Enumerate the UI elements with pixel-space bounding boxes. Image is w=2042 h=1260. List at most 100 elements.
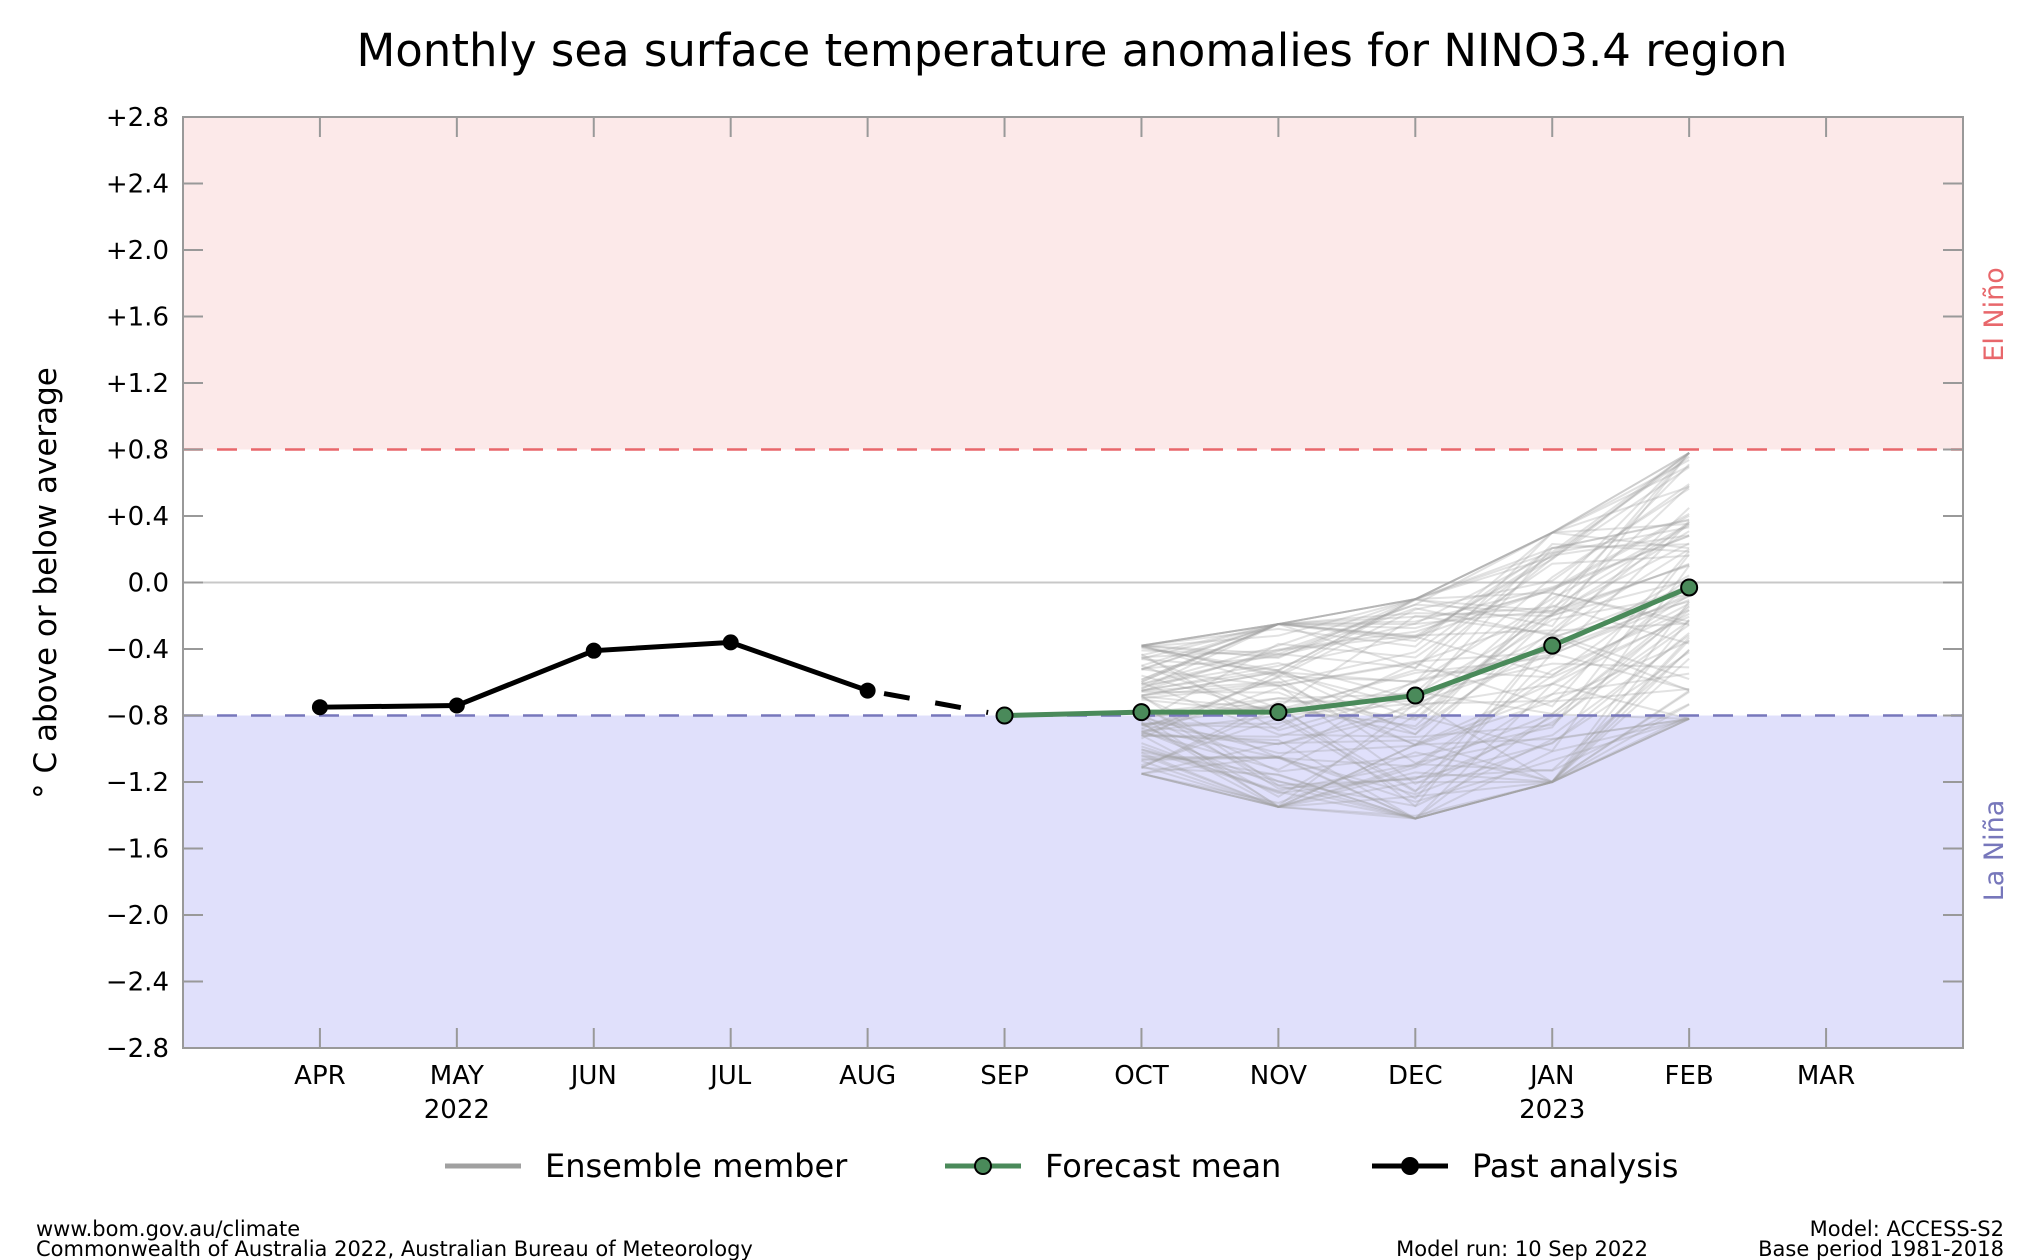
y-tick-label: +2.0 [106,236,169,266]
x-tick-label: DEC [1388,1061,1443,1091]
ensemble-member-line [1141,634,1690,765]
ensemble-member-line [1141,602,1690,692]
x-tick-label: OCT [1114,1061,1169,1091]
ensemble-member-line [1141,553,1690,773]
ensemble-member-line [1141,452,1690,672]
ensemble-member-line [1141,592,1690,746]
forecast-mean-point [1680,578,1699,597]
footer-model: Model: ACCESS-S2 [1810,1217,2004,1241]
past-analysis-point [448,697,465,714]
x-tick-label: MAR [1797,1061,1855,1091]
legend-label: Past analysis [1472,1147,1678,1185]
x-tick-label: FEB [1665,1061,1714,1091]
year-label: 2023 [1519,1095,1585,1125]
ensemble-member-line [1141,594,1690,746]
ensemble-member-line [1141,563,1690,727]
ensemble-member-line [1141,514,1690,683]
past-to-forecast-connector [883,691,989,715]
forecast-mean-point [995,706,1014,725]
ensemble-member-line [1141,452,1690,690]
year-label: 2022 [424,1095,490,1125]
ensemble-member-line [1141,672,1690,809]
ensemble-member-line [1141,524,1690,667]
ensemble-member-line [1141,451,1690,686]
ensemble-member-line [1141,451,1690,672]
footer-url: www.bom.gov.au/climate [36,1217,300,1241]
ensemble-member-line [1141,717,1690,820]
footer-model-run: Model run: 10 Sep 2022 [1396,1237,1648,1260]
ensemble-member-line [1141,636,1690,805]
y-tick-label: +2.4 [106,170,169,200]
ensemble-member-line [1141,513,1690,692]
ensemble-member-line [1141,623,1690,785]
legend-label: Ensemble member [545,1147,848,1185]
footer-base-period: Base period 1981-2018 [1758,1237,2004,1260]
ensemble-member-line [1141,534,1690,647]
ensemble-member-line [1141,657,1690,808]
ensemble-member-line [1141,486,1690,647]
ensemble-member-line [1141,609,1690,808]
ensemble-member-line [1141,531,1690,671]
ensemble-member-line [1141,691,1690,820]
ensemble-member-line [1141,687,1690,755]
el-nino-region [183,117,1963,450]
el-nino-label: El Niño [1979,267,2010,361]
ensemble-member-line [1141,604,1690,720]
y-tick-label: 0.0 [128,569,169,599]
y-tick-label: −2.0 [106,901,169,931]
ensemble-member-line [1141,483,1690,678]
forecast-mean-point [1406,686,1425,705]
ensemble-member-line [1141,452,1690,660]
past-analysis-point [585,642,602,659]
x-tick-label: AUG [839,1061,896,1091]
ensemble-member-line [1141,507,1690,670]
ensemble-member-line [1141,463,1690,728]
y-tick-label: +1.2 [106,369,169,399]
ensemble-member-line [1141,717,1690,820]
la-nina-label: La Niña [1979,800,2010,902]
ensemble-member-line [1141,518,1690,660]
ensemble-member-line [1141,459,1690,669]
ensemble-member-line [1140,632,1690,790]
y-tick-label: −2.4 [106,968,169,998]
ensemble-member-line [1141,717,1690,820]
y-tick-label: −1.2 [106,768,169,798]
ensemble-member-line [1140,584,1690,787]
la-nina-region [183,715,1963,1048]
x-tick-label: JUN [569,1061,617,1091]
ensemble-member-line [1141,593,1690,740]
x-tick-label: MAY [430,1061,484,1091]
ensemble-member-line [1141,456,1690,697]
ensemble-member-line [1141,649,1690,795]
forecast-mean-point [1269,703,1288,722]
ensemble-member-line [1141,703,1690,808]
ensemble-member-line [1141,584,1690,736]
ensemble-member-line [1141,595,1690,759]
y-tick-label: +0.8 [106,436,169,466]
ensemble-member-line [1141,465,1690,648]
x-tick-label: APR [294,1061,346,1091]
ensemble-member-line [1141,651,1690,796]
chart-title: Monthly sea surface temperature anomalie… [356,24,1787,77]
ensemble-member-line [1141,577,1690,768]
ensemble-member-line [1141,466,1690,683]
past-analysis-point [859,682,876,699]
x-tick-label: NOV [1250,1061,1307,1091]
ensemble-member-line [1141,615,1690,714]
ensemble-member-line [1141,652,1690,800]
ensemble-member-line [1141,639,1690,808]
y-tick-label: −1.6 [106,835,169,865]
ensemble-member-line [1141,485,1690,688]
ensemble-member-line [1141,606,1690,739]
ensemble-member-line [1141,717,1690,803]
ensemble-member-line [1140,609,1690,809]
ensemble-member-line [1141,713,1690,820]
legend-marker [1401,1157,1419,1175]
ensemble-member-line [1141,452,1690,685]
ensemble-member-line [1141,534,1690,681]
ensemble-member-line [1141,452,1690,681]
ensemble-member-line [1141,542,1690,697]
ensemble-member-line [1141,599,1690,734]
x-tick-label: SEP [980,1061,1029,1091]
